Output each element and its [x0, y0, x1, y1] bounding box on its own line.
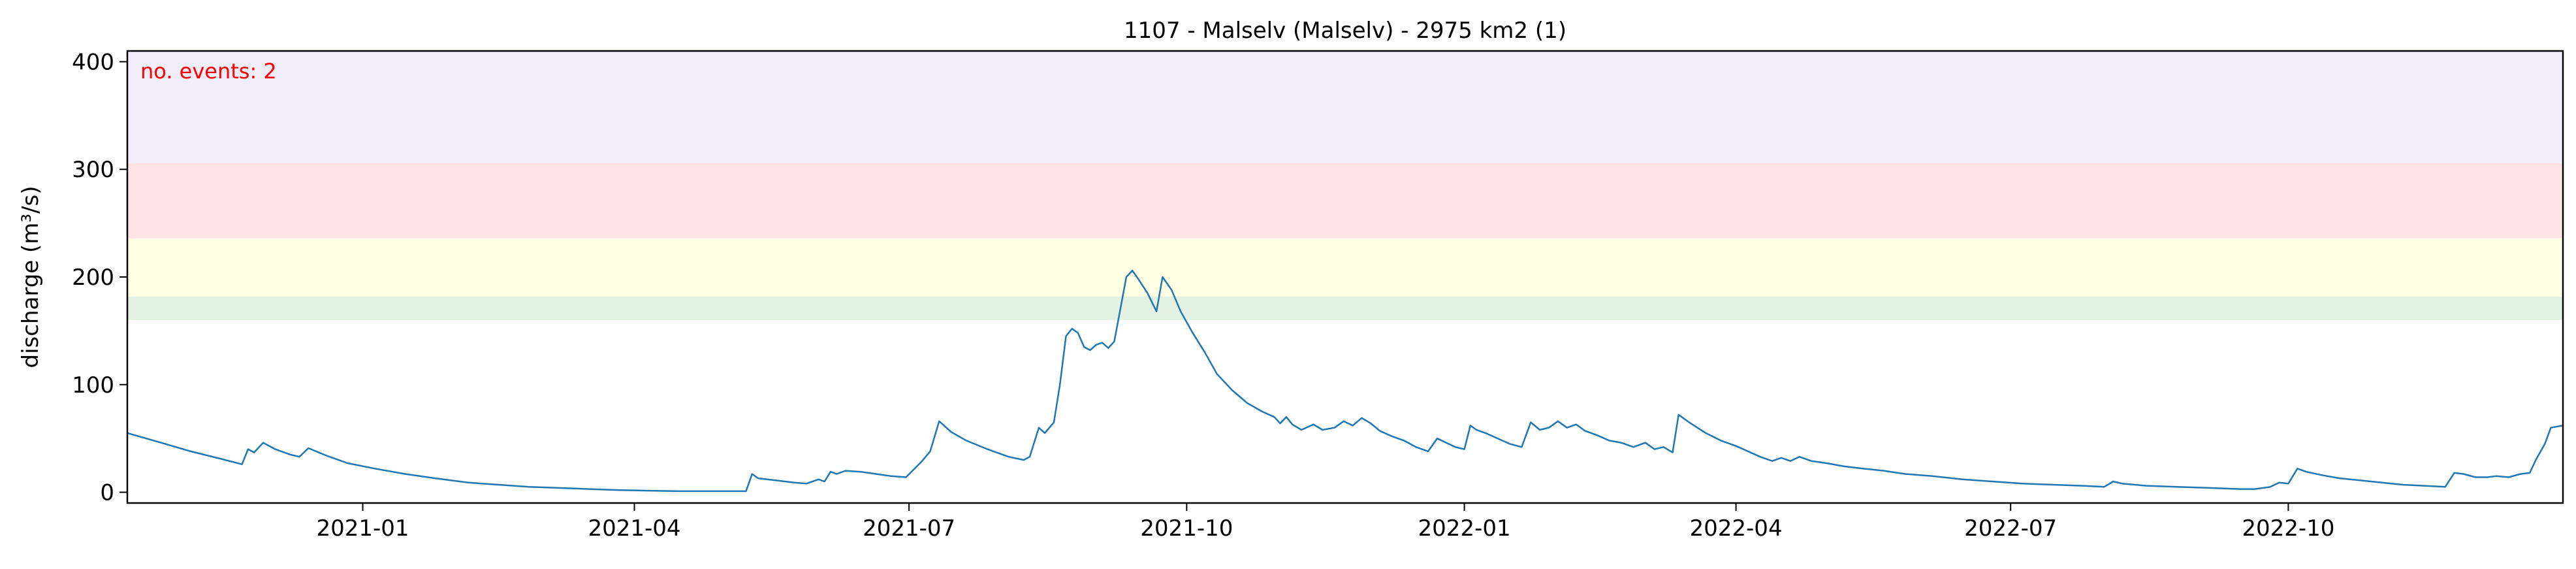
chart-title: 1107 - Malselv (Malselv) - 2975 km2 (1) — [1124, 18, 1566, 44]
x-tick-label: 2021-07 — [863, 515, 955, 542]
plot-frame — [126, 50, 2564, 504]
y-tick-label: 200 — [72, 265, 114, 291]
y-axis-label: discharge (m³/s) — [18, 186, 44, 368]
x-tick-label: 2022-04 — [1690, 515, 1783, 542]
threshold-band — [127, 296, 2563, 320]
discharge-series-line — [127, 269, 2564, 493]
x-tick-label: 2021-04 — [588, 515, 680, 542]
axis-ticks: 2021-01 2021-04 2021-07 2021-10 2022-01 2022-… — [72, 49, 2334, 542]
y-tick-label: 400 — [72, 49, 114, 75]
threshold-band — [127, 238, 2563, 297]
threshold-bands — [127, 51, 2563, 320]
y-tick-label: 0 — [100, 480, 114, 506]
x-tick-label: 2022-01 — [1418, 515, 1511, 542]
x-tick-label: 2022-07 — [1964, 515, 2057, 542]
x-tick-label: 2021-10 — [1140, 515, 1233, 542]
events-annotation: no. events: 2 — [140, 59, 277, 84]
x-tick-label: 2021-01 — [316, 515, 409, 542]
threshold-band — [127, 51, 2563, 163]
y-tick-label: 300 — [72, 157, 114, 183]
y-tick-label: 100 — [72, 372, 114, 398]
series-group — [127, 269, 2564, 493]
x-tick-label: 2022-10 — [2242, 515, 2334, 542]
threshold-band — [127, 163, 2563, 238]
